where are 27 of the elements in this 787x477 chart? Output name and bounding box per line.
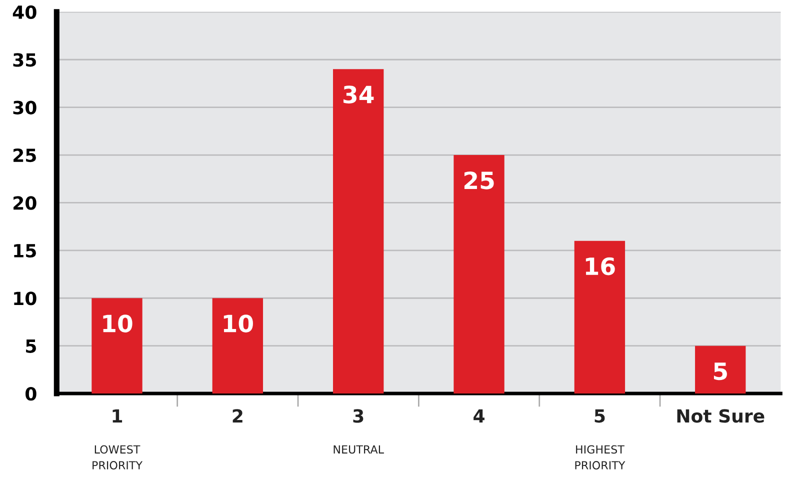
- bar: [454, 155, 504, 394]
- data-label: 5: [714, 362, 727, 380]
- bar: [574, 240, 626, 394]
- category-label: 1 LOWEST PRIORITY: [92, 409, 143, 470]
- category-label: 3 NEUTRAL: [334, 409, 384, 454]
- bar: [212, 298, 264, 394]
- data-label: 16: [586, 257, 615, 276]
- x-tick-label: Not Sure: [677, 409, 764, 423]
- bar: [695, 346, 746, 394]
- y-tick-label: 10: [14, 292, 36, 306]
- data-label: 25: [464, 171, 494, 190]
- bar: [92, 298, 142, 394]
- bar: [333, 69, 384, 394]
- x-tick-label: 4: [474, 409, 484, 423]
- y-tick-label: 0: [26, 386, 36, 401]
- y-tick-label: 5: [26, 340, 36, 353]
- y-tick-label: 30: [13, 100, 36, 114]
- x-tick-label: 2: [232, 409, 242, 423]
- y-tick-label: 40: [12, 5, 36, 20]
- y-tick-label: 15: [14, 244, 36, 258]
- category-label: 5 HIGHEST PRIORITY: [575, 409, 626, 470]
- y-tick-label: 20: [14, 196, 36, 210]
- data-label: 34: [344, 86, 374, 104]
- data-label: 10: [103, 314, 132, 332]
- y-tick-label: 35: [13, 53, 36, 67]
- y-tick-label: 25: [14, 148, 36, 162]
- data-label: 10: [224, 314, 253, 332]
